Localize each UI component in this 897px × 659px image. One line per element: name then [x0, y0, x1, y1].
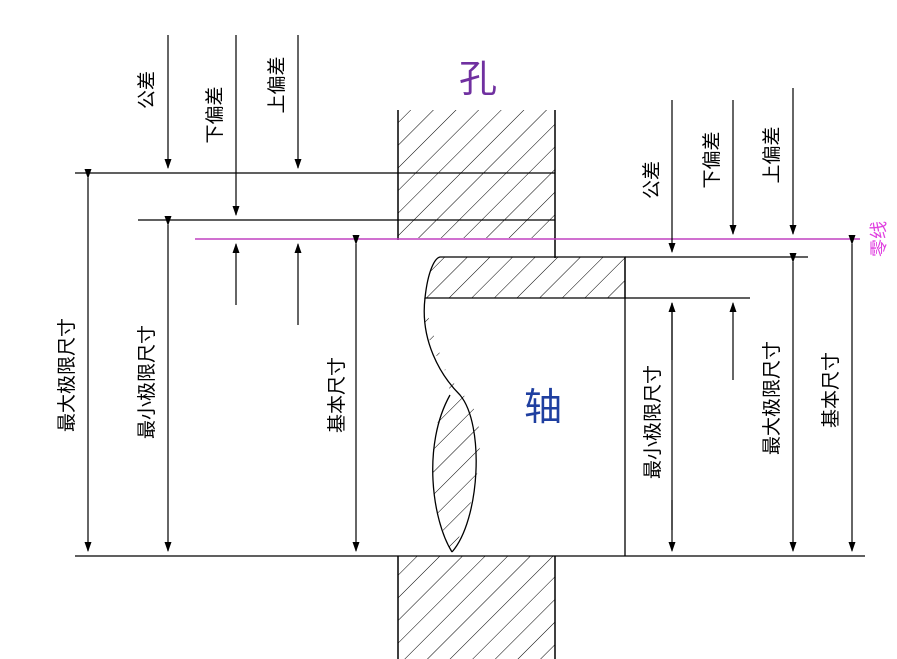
left-basic-size-label: 基本尺寸: [326, 357, 348, 433]
shaft-break-section: [423, 297, 480, 553]
shaft-tolerance-zone: [424, 256, 626, 299]
left-upper-deviation-label: 上偏差: [266, 56, 288, 113]
right-lower-deviation-label: 下偏差: [701, 131, 723, 188]
left-lower-deviation-label: 下偏差: [204, 86, 226, 143]
right-dimensions: [668, 88, 856, 552]
left-min-limit-size-label: 最小极限尺寸: [136, 325, 158, 439]
right-basic-size-label: 基本尺寸: [820, 352, 842, 428]
left-max-limit-size-label: 最大极限尺寸: [56, 318, 78, 432]
left-dimensions: [84, 35, 360, 552]
shaft-label: 轴: [524, 385, 562, 429]
left-tolerance-label: 公差: [136, 71, 158, 109]
hole-label: 孔: [459, 57, 497, 101]
hole-body-lower: [397, 556, 556, 659]
right-upper-deviation-label: 上偏差: [761, 126, 783, 183]
right-tolerance-label: 公差: [641, 161, 663, 199]
right-max-limit-size-label: 最大极限尺寸: [761, 341, 783, 455]
zero-line-label: 零线: [869, 221, 890, 257]
hole-body-upper: [397, 110, 556, 258]
right-min-limit-size-label: 最小极限尺寸: [642, 365, 664, 479]
